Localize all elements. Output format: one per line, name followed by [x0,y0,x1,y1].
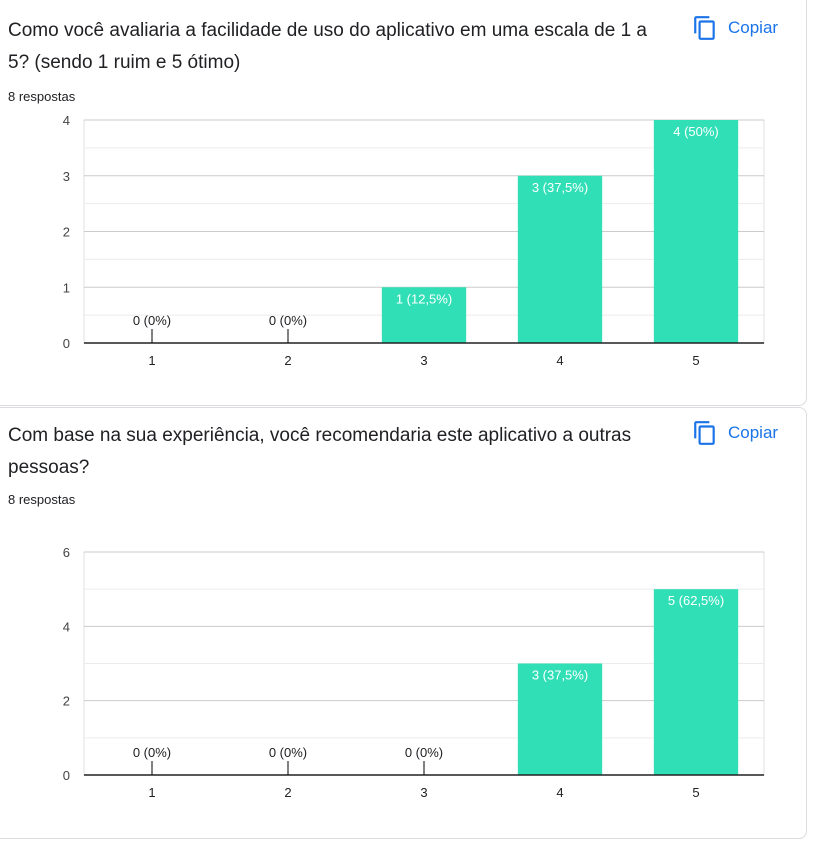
copy-icon [694,421,715,445]
data-label: 0 (0%) [269,745,307,760]
bar [517,663,603,775]
x-tick-label: 3 [420,785,427,800]
y-tick-label: 4 [63,619,70,634]
x-tick-label: 4 [556,353,563,368]
copy-label: Copiar [728,423,779,442]
y-tick-label: 0 [63,768,70,783]
x-tick-label: 5 [692,353,699,368]
y-tick-label: 4 [63,113,70,128]
copy-button[interactable]: Copiar [692,15,778,41]
data-label: 0 (0%) [133,745,171,760]
y-tick-label: 2 [63,225,70,240]
data-label: 0 (0%) [405,745,443,760]
bar [653,120,739,343]
data-label: 4 (50%) [673,124,719,139]
y-tick-label: 6 [63,545,70,560]
data-label: 5 (62,5%) [668,593,724,608]
copy-icon [694,16,715,40]
x-tick-label: 3 [420,353,427,368]
y-tick-label: 0 [63,336,70,351]
y-tick-label: 2 [63,694,70,709]
response-count: 8 respostas [8,89,76,104]
x-tick-label: 2 [284,353,291,368]
data-label: 0 (0%) [269,313,307,328]
y-tick-label: 3 [63,169,70,184]
x-tick-label: 5 [692,785,699,800]
x-tick-label: 2 [284,785,291,800]
x-tick-label: 1 [148,785,155,800]
question-title: Como você avaliaria a facilidade de uso … [8,20,647,73]
y-tick-label: 1 [63,280,70,295]
x-tick-label: 1 [148,353,155,368]
data-label: 3 (37,5%) [532,668,588,683]
question-title: Com base na sua experiência, você recome… [8,425,632,478]
copy-label: Copiar [728,18,779,37]
response-count: 8 respostas [8,492,76,507]
data-label: 3 (37,5%) [532,180,588,195]
data-label: 1 (12,5%) [396,291,452,306]
x-tick-label: 4 [556,785,563,800]
bar [381,287,467,343]
bar [653,589,739,775]
bar [517,175,603,343]
copy-button[interactable]: Copiar [692,420,778,446]
data-label: 0 (0%) [133,313,171,328]
